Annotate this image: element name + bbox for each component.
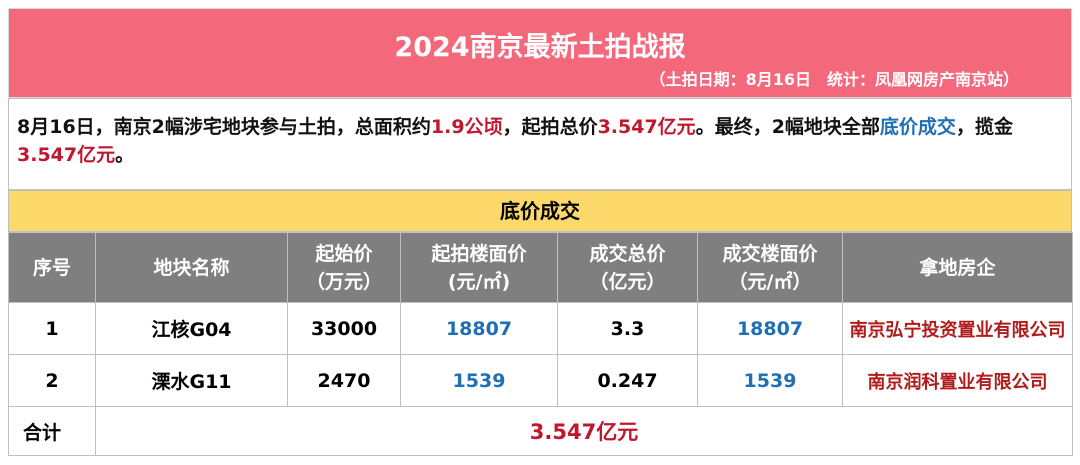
summary-text: ，揽金 bbox=[955, 116, 1013, 138]
header-text: 拿地房企 bbox=[919, 256, 996, 279]
header-text: 成交楼面价 bbox=[722, 242, 818, 265]
table: 序号 地块名称 起始价 （万元） 起拍楼面价 (元/㎡) 成交总价 （亿元） 成交楼面价 （元/㎡… bbox=[8, 232, 1073, 456]
report: 2024南京最新土拍战报 （土拍日期：8月16日 统计：凤凰网房产南京站） 8月… bbox=[8, 8, 1073, 456]
header-text: （万元） bbox=[305, 270, 382, 293]
summary-text: 底价成交 bbox=[879, 116, 956, 138]
cell: 0.247 bbox=[557, 354, 698, 407]
header-row: 序号 地块名称 起始价 （万元） 起拍楼面价 (元/㎡) 成交总价 （亿元） 成交楼面价 （元/㎡… bbox=[8, 232, 1073, 303]
data-row: 2 溧水G11 2470 1539 0.247 1539 南京润科置业有限公司 bbox=[8, 354, 1073, 407]
section-title: 底价成交 bbox=[8, 190, 1072, 232]
header-cell: 成交楼面价 （元/㎡） bbox=[697, 232, 843, 303]
title: 2024南京最新土拍战报 bbox=[394, 32, 686, 63]
cell: 18807 bbox=[400, 302, 558, 355]
summary-text: ，起拍总价 bbox=[502, 116, 598, 138]
header-cell: 序号 bbox=[8, 232, 96, 303]
summary-text: 3.547亿元 bbox=[17, 144, 116, 166]
cell: 1539 bbox=[697, 354, 843, 407]
cell: 1 bbox=[8, 302, 96, 355]
header-text: 成交总价 bbox=[589, 242, 666, 265]
cell: 溧水G11 bbox=[95, 354, 288, 407]
cell: 南京弘宁投资置业有限公司 bbox=[842, 302, 1073, 355]
cell: 2 bbox=[8, 354, 96, 407]
subtitle: （土拍日期：8月16日 统计：凤凰网房产南京站） bbox=[649, 70, 1019, 89]
header-text: (元/㎡) bbox=[447, 270, 511, 293]
total-label: 合计 bbox=[8, 406, 96, 456]
cell: 1539 bbox=[400, 354, 558, 407]
header-cell: 起始价 （万元） bbox=[287, 232, 401, 303]
summary-text: 。最终，2幅地块全部 bbox=[695, 116, 880, 138]
cell: 33000 bbox=[287, 302, 401, 355]
header: 2024南京最新土拍战报 （土拍日期：8月16日 统计：凤凰网房产南京站） bbox=[8, 8, 1072, 98]
total-value: 3.547亿元 bbox=[95, 406, 1073, 456]
cell: 江核G04 bbox=[95, 302, 288, 355]
header-cell: 地块名称 bbox=[95, 232, 288, 303]
data-row: 1 江核G04 33000 18807 3.3 18807 南京弘宁投资置业有限公司 bbox=[8, 302, 1073, 355]
header-text: 序号 bbox=[32, 256, 71, 279]
cell: 2470 bbox=[287, 354, 401, 407]
summary-text: 3.547亿元 bbox=[597, 116, 696, 138]
header-cell: 起拍楼面价 (元/㎡) bbox=[400, 232, 558, 303]
summary-text: 1.9公顷 bbox=[430, 116, 503, 138]
summary-text: 。 bbox=[115, 144, 135, 166]
summary: 8月16日，南京2幅涉宅地块参与土拍，总面积约1.9公顷，起拍总价3.547亿元… bbox=[8, 98, 1072, 190]
cell: 3.3 bbox=[557, 302, 698, 355]
cell: 南京润科置业有限公司 bbox=[842, 354, 1073, 407]
header-text: 起始价 bbox=[315, 242, 373, 265]
header-text: 地块名称 bbox=[153, 256, 230, 279]
header-cell: 成交总价 （亿元） bbox=[557, 232, 698, 303]
header-text: （亿元） bbox=[589, 270, 666, 293]
total-row: 合计 3.547亿元 bbox=[8, 406, 1073, 456]
header-text: 起拍楼面价 bbox=[431, 242, 527, 265]
header-text: （元/㎡） bbox=[728, 270, 812, 293]
header-cell: 拿地房企 bbox=[842, 232, 1073, 303]
cell: 18807 bbox=[697, 302, 843, 355]
summary-text: 8月16日，南京2幅涉宅地块参与土拍，总面积约 bbox=[17, 116, 431, 138]
